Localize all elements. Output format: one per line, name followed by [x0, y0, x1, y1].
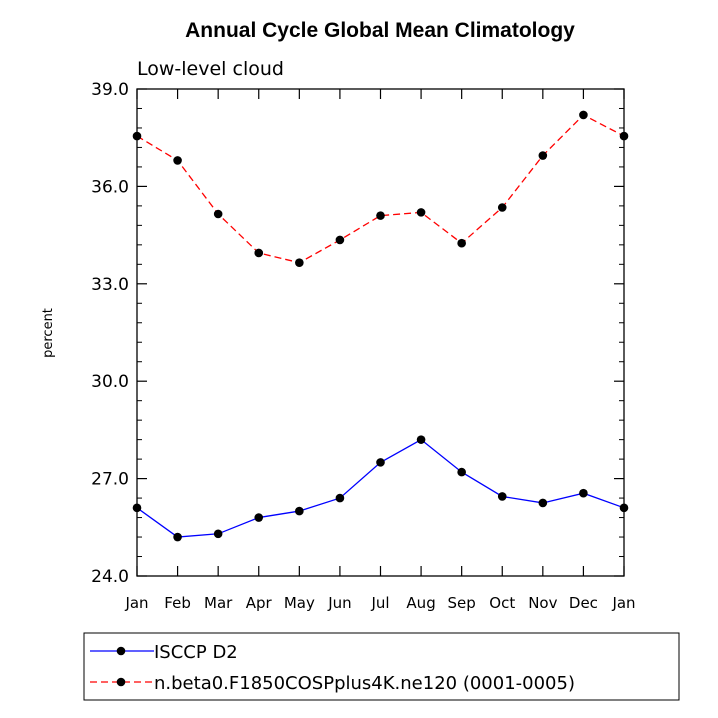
series-2-point — [376, 211, 385, 220]
x-tick-label: Mar — [204, 594, 233, 612]
legend-marker-2 — [116, 677, 126, 687]
x-tick-label: Jan — [611, 594, 635, 612]
series-1-point — [335, 493, 345, 503]
series-2-point — [132, 131, 142, 141]
legend-label-1: ISCCP D2 — [154, 642, 238, 663]
series-1-point — [579, 488, 588, 498]
series-2-point — [335, 235, 345, 245]
y-tick-label: 39.0 — [91, 80, 129, 100]
y-tick-label: 27.0 — [91, 470, 129, 490]
series-1-point — [416, 435, 426, 444]
x-tick-label: Jul — [370, 594, 389, 612]
x-tick-label: Sep — [448, 594, 476, 612]
x-tick-label: Nov — [528, 594, 557, 612]
series-1-point — [619, 503, 629, 513]
series-2-point — [619, 131, 629, 141]
x-tick-label: May — [284, 594, 315, 612]
plot-area: 24.0 27.0 30.0 33.0 36.0 39.0 Jan Feb Mar Apr May J… — [91, 80, 635, 612]
series-2-point — [579, 110, 588, 120]
x-tick-label: Jun — [327, 594, 351, 612]
y-tick-label: 24.0 — [91, 567, 129, 587]
series-2-point — [457, 238, 466, 248]
series-2-point — [497, 203, 507, 212]
x-tick-label: Oct — [489, 594, 515, 612]
series-2-point — [538, 151, 548, 160]
series-1-point — [173, 532, 182, 542]
legend-marker-1 — [116, 646, 126, 656]
legend: ISCCP D2 n.beta0.F1850COSPplus4K.ne120 (0… — [83, 632, 680, 701]
y-axis-label: percent — [41, 308, 56, 358]
series-1-point — [295, 506, 304, 516]
legend-label-2: n.beta0.F1850COSPplus4K.ne120 (0001-0005… — [154, 673, 575, 694]
series-1-point — [213, 529, 223, 539]
series-1-point — [254, 513, 264, 522]
y-tick-label: 33.0 — [91, 275, 129, 295]
x-tick-label: Feb — [164, 594, 191, 612]
series-2-point — [416, 208, 426, 217]
series-line-1 — [136, 438, 625, 538]
y-tick-label: 36.0 — [91, 177, 129, 197]
x-tick-label: Aug — [406, 594, 435, 612]
series-1-point — [538, 498, 548, 508]
x-tick-label: Apr — [246, 594, 273, 612]
chart-subtitle: Low-level cloud — [137, 58, 284, 80]
series-1-point — [497, 492, 507, 501]
legend-box — [83, 632, 680, 701]
series-1-point — [457, 467, 466, 477]
plot-frame — [136, 88, 625, 577]
x-tick-label: Dec — [569, 594, 598, 612]
series-2-point — [295, 258, 304, 267]
chart-title: Annual Cycle Global Mean Climatology — [185, 19, 575, 42]
series-2-point — [173, 156, 182, 165]
x-tick-label: Jan — [124, 594, 148, 612]
y-tick-label: 30.0 — [91, 372, 129, 392]
series-1-point — [376, 458, 385, 467]
series-2-point — [254, 248, 264, 258]
series-1-point — [132, 503, 142, 513]
series-2-point — [213, 209, 223, 219]
series-line-2 — [136, 114, 625, 264]
